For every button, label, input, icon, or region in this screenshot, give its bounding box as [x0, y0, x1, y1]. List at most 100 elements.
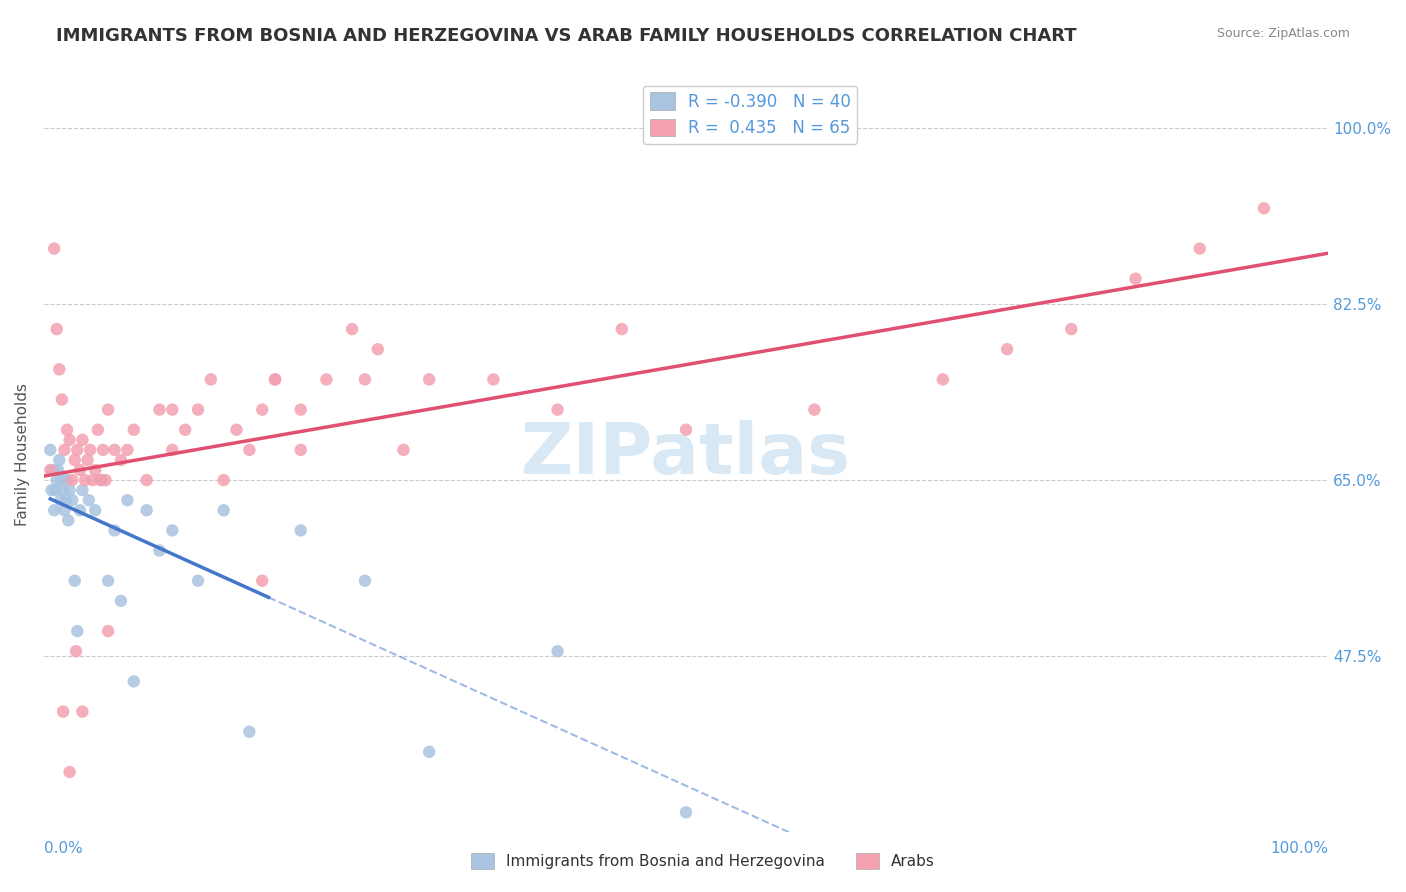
Point: [69, 463, 91, 477]
Point: [187, 402, 209, 417]
Point: [87, 423, 110, 437]
Point: [52, 483, 75, 497]
Point: [39, 463, 62, 477]
Point: [89, 473, 111, 487]
Point: [354, 574, 377, 588]
Point: [56, 473, 79, 487]
Point: [82, 473, 104, 487]
Point: [212, 503, 235, 517]
Point: [94, 473, 117, 487]
Point: [44, 242, 66, 256]
Point: [60, 473, 83, 487]
Point: [315, 372, 337, 386]
Point: [42, 463, 65, 477]
Point: [66, 624, 89, 638]
Point: [56, 423, 79, 437]
Point: [58, 483, 80, 497]
Point: [290, 442, 312, 457]
Point: [63, 453, 86, 467]
Legend: R = -0.390   N = 40, R =  0.435   N = 65: R = -0.390 N = 40, R = 0.435 N = 65: [643, 86, 858, 144]
Point: [91, 442, 114, 457]
Point: [250, 402, 273, 417]
Point: [264, 372, 287, 386]
Point: [135, 503, 157, 517]
Point: [45, 322, 67, 336]
Point: [58, 764, 80, 779]
Point: [51, 392, 73, 407]
Point: [148, 543, 170, 558]
Text: ZIPatlas: ZIPatlas: [522, 420, 851, 490]
Point: [290, 524, 312, 538]
Point: [58, 433, 80, 447]
Point: [51, 473, 73, 487]
Point: [1060, 322, 1083, 336]
Point: [58, 513, 80, 527]
Point: [117, 493, 139, 508]
Point: [135, 473, 157, 487]
Point: [225, 423, 247, 437]
Point: [1253, 202, 1275, 216]
Point: [610, 322, 633, 336]
Point: [675, 423, 697, 437]
Point: [392, 442, 415, 457]
Point: [49, 493, 72, 508]
Point: [174, 423, 197, 437]
Point: [79, 442, 101, 457]
Point: [547, 402, 569, 417]
Point: [53, 442, 76, 457]
Point: [803, 402, 825, 417]
Point: [122, 674, 145, 689]
Point: [162, 402, 184, 417]
Point: [44, 483, 66, 497]
Point: [90, 473, 112, 487]
Point: [65, 644, 87, 658]
Point: [995, 343, 1018, 357]
Point: [44, 503, 66, 517]
Point: [84, 463, 107, 477]
Point: [103, 442, 125, 457]
Point: [117, 442, 139, 457]
Point: [45, 473, 67, 487]
Point: [60, 493, 83, 508]
Point: [73, 473, 96, 487]
Point: [55, 493, 77, 508]
Point: [103, 524, 125, 538]
Point: [122, 423, 145, 437]
Point: [39, 442, 62, 457]
Point: [675, 805, 697, 820]
Point: [76, 453, 98, 467]
Point: [418, 372, 440, 386]
Point: [340, 322, 363, 336]
Point: [97, 574, 120, 588]
Point: [66, 442, 89, 457]
Point: [77, 493, 100, 508]
Point: [110, 594, 132, 608]
Point: [162, 524, 184, 538]
Point: [110, 453, 132, 467]
Point: [72, 705, 94, 719]
Point: [72, 483, 94, 497]
Point: [367, 343, 389, 357]
Point: [418, 745, 440, 759]
Point: [547, 644, 569, 658]
Point: [97, 624, 120, 638]
Point: [41, 483, 63, 497]
Point: [148, 402, 170, 417]
Point: [264, 372, 287, 386]
Point: [238, 442, 260, 457]
Point: [63, 574, 86, 588]
Point: [238, 724, 260, 739]
Point: [48, 362, 70, 376]
Text: IMMIGRANTS FROM BOSNIA AND HERZEGOVINA VS ARAB FAMILY HOUSEHOLDS CORRELATION CHA: IMMIGRANTS FROM BOSNIA AND HERZEGOVINA V…: [56, 27, 1077, 45]
Point: [53, 503, 76, 517]
Point: [932, 372, 955, 386]
Point: [72, 433, 94, 447]
Y-axis label: Family Households: Family Households: [15, 384, 30, 526]
Point: [52, 705, 75, 719]
Point: [1125, 272, 1147, 286]
Point: [46, 463, 69, 477]
Point: [162, 442, 184, 457]
Point: [48, 453, 70, 467]
Point: [250, 574, 273, 588]
Point: [354, 372, 377, 386]
